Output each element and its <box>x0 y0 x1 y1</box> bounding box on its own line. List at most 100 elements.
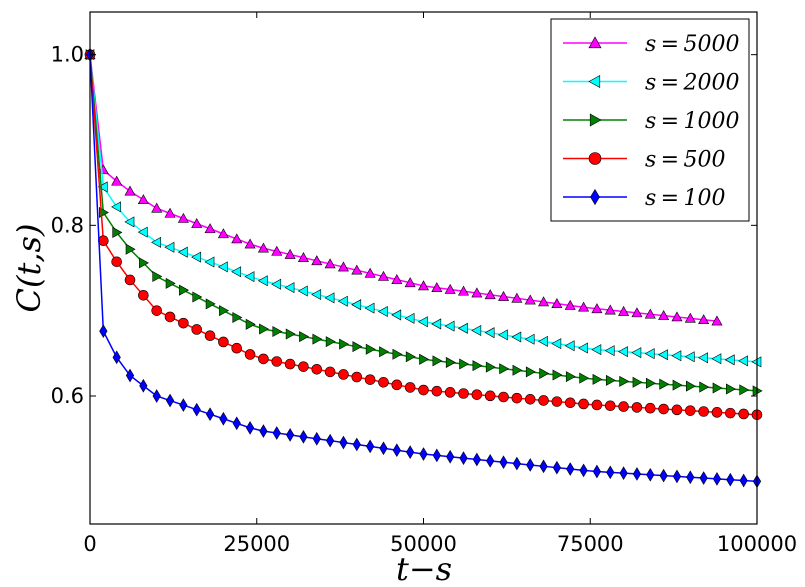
data-point <box>299 331 310 343</box>
data-point <box>311 363 323 375</box>
data-point <box>366 439 375 454</box>
data-point <box>685 380 696 392</box>
data-point <box>524 294 536 305</box>
data-point <box>191 218 203 228</box>
data-point <box>205 407 215 422</box>
legend: s = 5000 s = 2000 s = 1000 s = 500 s = 100 <box>550 18 750 222</box>
legend-label: s = 1000 <box>645 109 740 134</box>
data-point <box>671 404 683 416</box>
data-point <box>419 447 428 461</box>
data-point <box>578 301 590 312</box>
plot-area <box>84 47 763 489</box>
data-point <box>151 305 162 316</box>
data-point <box>645 377 656 389</box>
data-point <box>684 312 696 323</box>
data-point <box>726 472 735 487</box>
data-point <box>525 366 536 378</box>
data-point <box>631 347 642 359</box>
data-point <box>338 369 349 380</box>
data-point <box>538 395 549 406</box>
data-point <box>739 473 748 488</box>
y-axis-label: C(t,s) <box>10 224 48 313</box>
data-point <box>192 291 203 303</box>
data-point <box>484 289 496 300</box>
data-point <box>592 464 602 479</box>
data-point <box>539 459 548 474</box>
x-tick-label: 25000 <box>223 532 290 556</box>
data-point <box>298 361 309 372</box>
data-point <box>351 299 362 311</box>
data-point <box>417 316 428 328</box>
legend-label: s = 500 <box>645 148 726 173</box>
data-point <box>617 346 628 358</box>
data-point <box>139 257 149 269</box>
data-point <box>152 271 163 283</box>
data-point <box>458 285 470 296</box>
data-point <box>257 242 269 253</box>
data-point <box>552 369 563 381</box>
data-point <box>364 302 375 314</box>
data-point <box>392 348 403 360</box>
data-point <box>205 298 216 310</box>
data-point <box>551 298 563 308</box>
x-axis-label: t−s <box>396 550 452 587</box>
data-point <box>566 462 575 476</box>
data-point <box>724 354 735 366</box>
data-point <box>577 342 588 354</box>
data-point <box>337 295 348 307</box>
legend-label: s = 2000 <box>645 71 740 96</box>
data-point <box>578 398 589 410</box>
data-point <box>244 349 256 360</box>
data-point <box>644 348 655 360</box>
data-point <box>179 284 189 296</box>
data-point <box>244 271 255 283</box>
data-point <box>497 329 508 341</box>
data-point <box>404 277 416 288</box>
data-point <box>659 378 670 390</box>
data-point <box>431 282 443 292</box>
data-point <box>699 471 708 485</box>
data-point <box>711 315 723 326</box>
data-point <box>686 470 695 485</box>
data-point <box>579 372 590 384</box>
data-point <box>271 245 283 256</box>
data-point <box>444 283 456 294</box>
data-point <box>379 441 388 456</box>
data-point <box>588 74 601 89</box>
data-point <box>259 424 268 438</box>
data-point <box>605 374 616 386</box>
data-point <box>204 330 216 341</box>
data-point <box>444 320 455 332</box>
data-point <box>271 356 283 367</box>
data-point <box>365 343 376 355</box>
data-point <box>512 456 521 471</box>
x-tick-label: 100000 <box>717 532 797 556</box>
data-point <box>297 252 309 262</box>
data-point <box>459 451 468 465</box>
data-point <box>378 376 389 388</box>
data-point <box>564 299 576 310</box>
data-point <box>711 407 723 418</box>
data-point <box>231 266 242 278</box>
data-point <box>524 333 535 345</box>
data-point <box>231 233 243 244</box>
data-point <box>672 379 683 391</box>
data-point <box>326 433 335 448</box>
data-point <box>177 246 188 258</box>
data-point <box>191 324 203 335</box>
data-point <box>179 398 188 412</box>
data-point <box>671 350 682 362</box>
data-point <box>658 309 670 320</box>
data-point <box>164 311 176 323</box>
data-point <box>232 416 241 431</box>
data-point <box>499 455 508 470</box>
data-point <box>124 216 135 228</box>
data-point <box>712 382 723 394</box>
data-point <box>377 306 388 318</box>
data-point <box>405 351 416 363</box>
data-point <box>511 292 523 303</box>
data-point <box>339 435 348 450</box>
data-point <box>419 353 430 365</box>
data-point <box>458 388 469 399</box>
